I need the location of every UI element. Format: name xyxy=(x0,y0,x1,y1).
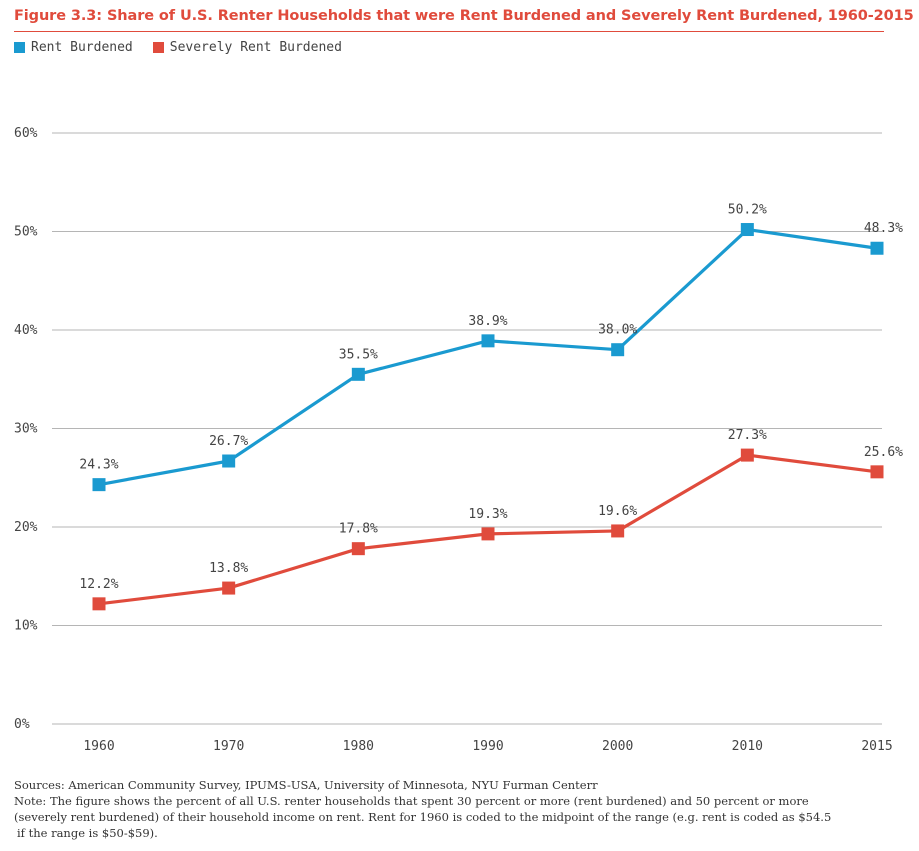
note-line-3: if the range is $50-$59). xyxy=(17,826,158,840)
x-tick-label: 1960 xyxy=(83,739,114,754)
legend-item-severely-rent-burdened: Severely Rent Burdened xyxy=(152,39,342,55)
data-point-rent-burdened xyxy=(481,334,495,348)
y-tick-label: 30% xyxy=(14,422,38,437)
x-tick-label: 1980 xyxy=(343,739,374,754)
data-label-rent-burdened: 50.2% xyxy=(728,203,767,218)
chart-legend: Rent Burdened Severely Rent Burdened xyxy=(14,38,362,56)
data-point-severely-rent-burdened xyxy=(222,581,236,595)
data-point-severely-rent-burdened xyxy=(351,542,365,556)
y-tick-label: 10% xyxy=(14,619,38,634)
legend-label-rent-burdened: Rent Burdened xyxy=(31,39,133,55)
y-tick-label: 20% xyxy=(14,520,38,535)
y-tick-label: 40% xyxy=(14,323,38,338)
data-label-rent-burdened: 38.9% xyxy=(468,314,507,329)
data-label-severely-rent-burdened: 17.8% xyxy=(339,522,378,537)
data-label-severely-rent-burdened: 19.6% xyxy=(598,504,637,519)
data-point-severely-rent-burdened xyxy=(92,597,106,611)
data-label-rent-burdened: 48.3% xyxy=(864,221,903,236)
data-label-severely-rent-burdened: 19.3% xyxy=(468,507,507,522)
legend-item-rent-burdened: Rent Burdened xyxy=(14,40,133,55)
data-point-severely-rent-burdened xyxy=(870,465,884,479)
legend-swatch-rent-burdened xyxy=(14,41,25,53)
figure-footnotes: Sources: American Community Survey, IPUM… xyxy=(14,777,894,841)
data-label-rent-burdened: 38.0% xyxy=(598,323,637,338)
sources-text: Sources: American Community Survey, IPUM… xyxy=(14,778,598,792)
legend-label-severely-rent-burdened: Severely Rent Burdened xyxy=(169,39,342,55)
data-point-rent-burdened xyxy=(222,454,236,468)
title-divider xyxy=(14,31,884,32)
x-tick-label: 2015 xyxy=(861,739,892,754)
data-label-severely-rent-burdened: 27.3% xyxy=(728,428,767,443)
data-labels: 24.3% 26.7% 35.5% 38.9% 38.0% 50.2% 48.3% 12.2%… xyxy=(79,203,903,592)
series-lines xyxy=(92,223,884,611)
data-point-rent-burdened xyxy=(611,343,625,357)
x-tick-label: 1970 xyxy=(213,739,244,754)
data-label-severely-rent-burdened: 25.6% xyxy=(864,445,903,460)
x-axis-tick-labels: 1960 1970 1980 1990 2000 2010 2015 xyxy=(83,739,892,754)
data-point-severely-rent-burdened xyxy=(740,448,754,462)
data-point-rent-burdened xyxy=(351,367,365,381)
note-line-2: (severely rent burdened) of their househ… xyxy=(14,810,832,824)
data-point-severely-rent-burdened xyxy=(481,527,495,541)
x-tick-label: 2010 xyxy=(732,739,763,754)
figure-title: Figure 3.3: Share of U.S. Renter Househo… xyxy=(14,8,914,24)
y-tick-label: 50% xyxy=(14,225,38,240)
x-tick-label: 2000 xyxy=(602,739,633,754)
line-chart: 0% 10% 20% 30% 40% 50% 60% 1960 1970 1980 1990 200… xyxy=(14,126,903,754)
data-point-severely-rent-burdened xyxy=(611,524,625,538)
data-point-rent-burdened xyxy=(92,478,106,492)
data-label-rent-burdened: 35.5% xyxy=(339,347,378,362)
data-point-rent-burdened xyxy=(740,223,754,237)
y-tick-label: 60% xyxy=(14,126,38,141)
y-tick-label: 0% xyxy=(14,717,30,732)
note-line-1: Note: The figure shows the percent of al… xyxy=(14,794,809,808)
data-label-rent-burdened: 24.3% xyxy=(79,458,118,473)
data-point-rent-burdened xyxy=(870,241,884,255)
legend-swatch-severely-rent-burdened xyxy=(152,41,164,53)
data-label-severely-rent-burdened: 13.8% xyxy=(209,561,248,576)
data-label-rent-burdened: 26.7% xyxy=(209,434,248,449)
data-label-severely-rent-burdened: 12.2% xyxy=(79,577,118,592)
x-tick-label: 1990 xyxy=(472,739,503,754)
y-axis-tick-labels: 0% 10% 20% 30% 40% 50% 60% xyxy=(14,126,38,732)
